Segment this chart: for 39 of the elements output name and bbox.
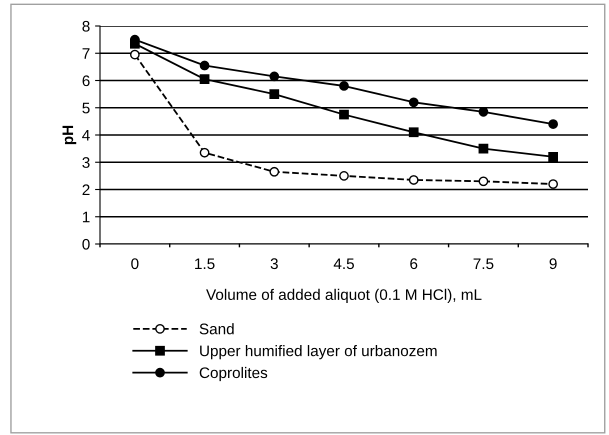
legend-label: Upper humified layer of urbanozem (200, 345, 437, 360)
point (339, 81, 349, 91)
point (548, 119, 558, 129)
point (408, 127, 419, 138)
x-tick-label: 7.5 (474, 258, 494, 270)
legend-label: Coprolites (200, 366, 268, 382)
point (200, 148, 210, 158)
point (200, 60, 210, 70)
y-tick-label: 2 (82, 184, 90, 196)
x-tick-label: 1.5 (195, 258, 215, 270)
point (269, 89, 280, 99)
point (339, 171, 349, 181)
y-tick-label: 0 (82, 238, 90, 250)
point (269, 166, 280, 177)
point (478, 176, 488, 186)
y-tick-label: 6 (82, 75, 90, 86)
y-tick-label: 1 (82, 212, 90, 222)
y-tick-label: 5 (82, 102, 90, 114)
legend-label: Sand (200, 323, 234, 334)
point (130, 50, 140, 60)
point (339, 110, 349, 120)
y-axis-title: pH (62, 126, 76, 144)
point (200, 74, 210, 84)
y-tick-label: 8 (82, 20, 90, 32)
x-tick-label: 6 (410, 258, 418, 270)
x-tick-label: 9 (550, 258, 557, 270)
point (269, 72, 280, 82)
y-tick-label: 4 (82, 130, 90, 141)
x-tick-label: 3 (270, 258, 278, 270)
point (548, 179, 558, 189)
point (478, 144, 488, 154)
point (408, 97, 419, 108)
point (408, 175, 419, 185)
x-tick-label: 4.5 (334, 258, 354, 270)
x-tick-label: 0 (131, 258, 139, 270)
y-tick-label: 3 (82, 157, 90, 168)
y-tick-label: 7 (82, 48, 90, 59)
x-axis-title: Volume of added aliquot (0.1 M HCl), mL (206, 288, 482, 304)
point (548, 152, 558, 162)
